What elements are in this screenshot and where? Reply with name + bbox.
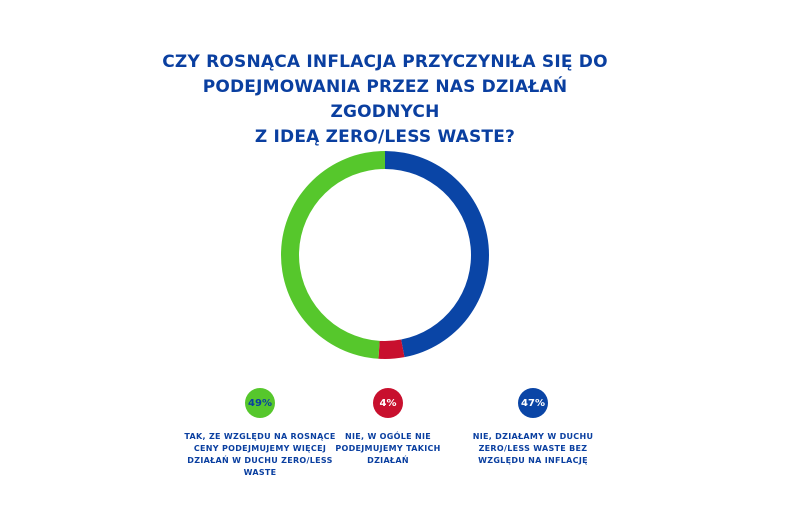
- legend-badge-green: 49%: [245, 388, 275, 418]
- chart-title: CZY ROSNĄCA INFLACJA PRZYCZYNIŁA SIĘ DO …: [150, 50, 620, 150]
- legend-item-no-none: 4% NIE, W OGÓLE NIE PODEJMUJEMY TAKICH D…: [308, 388, 468, 467]
- legend-text: TAK, ZE WZGLĘDU NA ROSNĄCE CENY PODEJMUJ…: [180, 431, 340, 479]
- chart-title-line: CZY ROSNĄCA INFLACJA PRZYCZYNIŁA SIĘ DO: [162, 52, 608, 72]
- slice-yes-more: [281, 151, 385, 359]
- legend-text-line: NIE, W OGÓLE NIE: [344, 432, 432, 441]
- legend-badge-blue: 47%: [518, 388, 548, 418]
- legend-text: NIE, DZIAŁAMY W DUCHU ZERO/LESS WASTE BE…: [453, 431, 613, 467]
- legend-item-yes-more: 49% TAK, ZE WZGLĘDU NA ROSNĄCE CENY PODE…: [180, 388, 340, 479]
- chart-title-line: PODEJMOWANIA PRZEZ NAS DZIAŁAŃ ZGODNYCH: [202, 77, 568, 122]
- legend-badge-red: 4%: [373, 388, 403, 418]
- legend-text-line: ZERO/LESS WASTE BEZ: [478, 444, 588, 453]
- donut-chart: [281, 151, 490, 359]
- legend-text: NIE, W OGÓLE NIE PODEJMUJEMY TAKICH DZIA…: [308, 431, 468, 467]
- legend-text-line: DZIAŁAŃ W DUCHU ZERO/LESS: [187, 456, 333, 465]
- legend-text-line: PODEJMUJEMY TAKICH: [335, 444, 441, 453]
- legend-text-line: WASTE: [243, 468, 277, 477]
- slice-no-none: [378, 339, 405, 359]
- legend-text-line: NIE, DZIAŁAMY W DUCHU: [472, 432, 594, 441]
- legend-text-line: TAK, ZE WZGLĘDU NA ROSNĄCE: [184, 432, 336, 441]
- legend-text-line: DZIAŁAŃ: [367, 456, 409, 465]
- chart-title-line: Z IDEĄ ZERO/LESS WASTE?: [254, 127, 516, 147]
- legend-text-line: CENY PODEJMUJEMY WIĘCEJ: [193, 444, 327, 453]
- legend-text-line: WZGLĘDU NA INFLACJĘ: [478, 456, 588, 465]
- slice-no-regardless: [385, 151, 490, 358]
- legend-item-no-regardless: 47% NIE, DZIAŁAMY W DUCHU ZERO/LESS WAST…: [453, 388, 613, 467]
